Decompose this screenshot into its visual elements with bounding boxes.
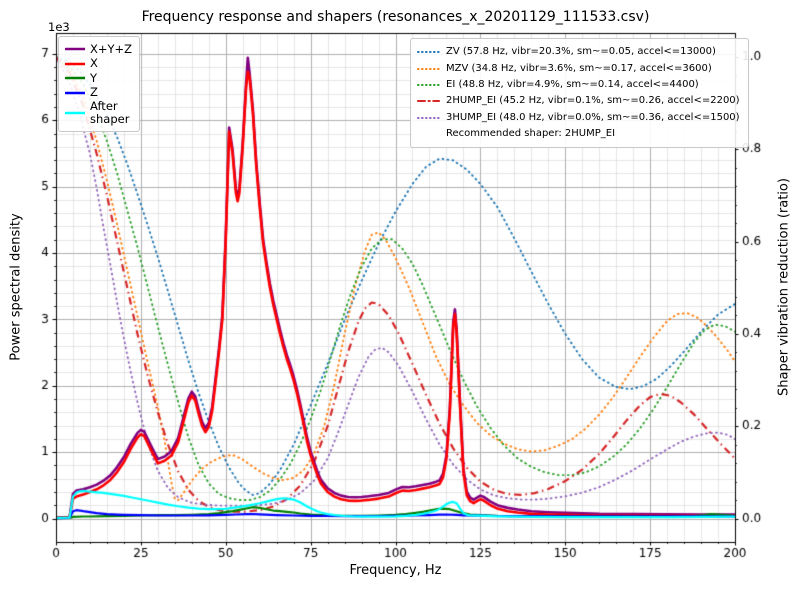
- legend-entry-mzv: MZV (34.8 Hz, vibr=3.6%, sm~=0.17, accel…: [417, 60, 740, 76]
- legend-line-sample: [65, 47, 85, 51]
- legend-line-sample: [417, 83, 440, 87]
- legend-line-sample: [417, 51, 440, 54]
- legend-entry-x: X: [65, 57, 132, 72]
- legend-entry-2hump-ei: 2HUMP_EI (45.2 Hz, vibr=0.1%, sm~=0.26, …: [417, 93, 740, 109]
- legend-entry-z: Z: [65, 86, 132, 101]
- legend-label: After shaper: [90, 99, 130, 126]
- legend-entry-recommended: Recommended shaper: 2HUMP_EI: [417, 126, 740, 142]
- legend-line-sample: [417, 67, 440, 70]
- x-axis-label: Frequency, Hz: [349, 563, 442, 578]
- legend-sample-spacer: [417, 129, 440, 139]
- legend-label: MZV (34.8 Hz, vibr=3.6%, sm~=0.17, accel…: [446, 62, 712, 74]
- y-axis-label-right: Shaper vibration reduction (ratio): [776, 178, 792, 396]
- legend-entry-y: Y: [65, 71, 132, 86]
- legend-label: ZV (57.8 Hz, vibr=20.3%, sm~=0.05, accel…: [446, 46, 716, 58]
- legend-shapers: ZV (57.8 Hz, vibr=20.3%, sm~=0.05, accel…: [410, 38, 749, 149]
- legend-line-sample: [65, 76, 85, 80]
- legend-line-sample: [65, 91, 85, 95]
- legend-line-sample: [417, 100, 440, 103]
- y-axis-label-left: Power spectral density: [8, 213, 24, 361]
- legend-label: X: [90, 56, 98, 71]
- legend-label: EI (48.8 Hz, vibr=4.9%, sm~=0.14, accel<…: [446, 78, 699, 90]
- legend-line-sample: [65, 62, 85, 66]
- legend-entry-ei: EI (48.8 Hz, vibr=4.9%, sm~=0.14, accel<…: [417, 77, 740, 93]
- legend-label: Y: [90, 70, 98, 85]
- legend-label: X+Y+Z: [90, 41, 133, 56]
- legend-entry-zv: ZV (57.8 Hz, vibr=20.3%, sm~=0.05, accel…: [417, 44, 740, 60]
- legend-label: 3HUMP_EI (48.0 Hz, vibr=0.0%, sm~=0.36, …: [446, 111, 740, 123]
- legend-line-sample: [65, 111, 85, 115]
- legend-entry-3hump-ei: 3HUMP_EI (48.0 Hz, vibr=0.0%, sm~=0.36, …: [417, 110, 740, 126]
- legend-label: 2HUMP_EI (45.2 Hz, vibr=0.1%, sm~=0.26, …: [446, 95, 740, 107]
- chart-title: Frequency response and shapers (resonanc…: [141, 9, 650, 25]
- legend-entry-x-y-z: X+Y+Z: [65, 42, 132, 57]
- legend-psd: X+Y+Z X Y Z After shaper: [58, 36, 141, 132]
- legend-label: Recommended shaper: 2HUMP_EI: [446, 128, 616, 140]
- legend-entry-after-shaper: After shaper: [65, 100, 132, 126]
- y-axis-multiplier: 1e3: [48, 20, 70, 34]
- legend-label: Z: [90, 85, 98, 100]
- legend-line-sample: [417, 116, 440, 119]
